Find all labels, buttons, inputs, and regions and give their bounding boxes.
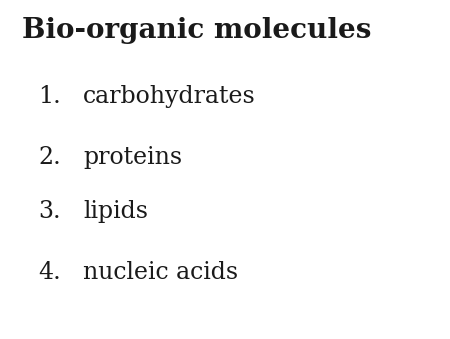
Text: 4.: 4. (38, 261, 61, 284)
Text: 3.: 3. (38, 200, 61, 223)
Text: carbohydrates: carbohydrates (83, 85, 256, 108)
Text: Bio-organic molecules: Bio-organic molecules (22, 17, 372, 44)
Text: 1.: 1. (38, 85, 61, 108)
Text: proteins: proteins (83, 146, 182, 169)
Text: nucleic acids: nucleic acids (83, 261, 238, 284)
Text: lipids: lipids (83, 200, 148, 223)
Text: 2.: 2. (38, 146, 61, 169)
